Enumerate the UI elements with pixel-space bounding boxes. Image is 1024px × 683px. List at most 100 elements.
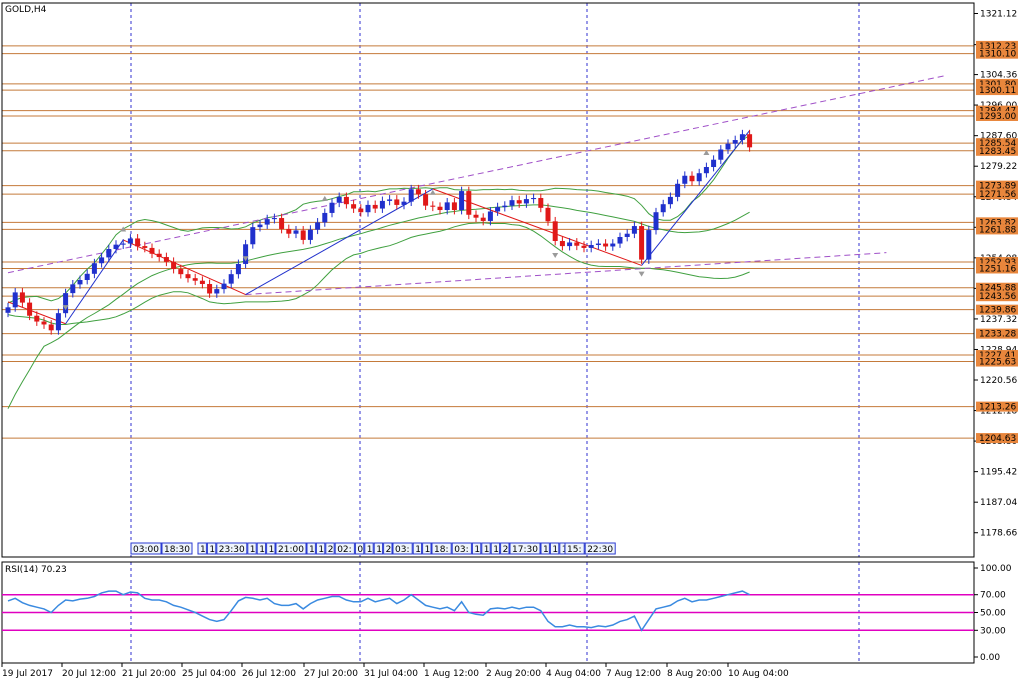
level-label-bg-20 xyxy=(976,401,1018,412)
annotation-text-15: 1 xyxy=(376,545,382,555)
candle-body-69 xyxy=(502,205,508,208)
level-label-bg-1 xyxy=(976,48,1018,59)
level-label-bg-21 xyxy=(976,433,1018,444)
price-tick-label-2: 1304.36 xyxy=(980,71,1017,81)
level-label-14: 1245.88 xyxy=(979,284,1016,294)
level-label-bg-19 xyxy=(976,356,1018,367)
annotation-text-25: 2 xyxy=(503,545,509,555)
candle-body-86 xyxy=(624,233,630,237)
candle-body-0 xyxy=(5,307,11,313)
bollinger-bands xyxy=(7,135,750,409)
annotation-text-21: 03: xyxy=(454,545,468,555)
candle-body-49 xyxy=(358,208,364,213)
annotation-text-1: 18:30 xyxy=(164,545,190,555)
level-label-bg-12 xyxy=(976,257,1018,268)
annotation-box-6 xyxy=(256,542,267,555)
annotation-box-5 xyxy=(247,542,257,555)
level-label-bg-11 xyxy=(976,224,1018,235)
rsi-tick-label-4: 0.00 xyxy=(980,653,1000,663)
annotation-text-30: 1 xyxy=(543,545,549,555)
candle-body-52 xyxy=(379,200,385,209)
annotation-box-30 xyxy=(540,542,550,555)
candle-body-62 xyxy=(451,202,457,211)
level-label-bg-14 xyxy=(976,282,1018,293)
candle-body-13 xyxy=(99,257,105,264)
annotation-text-24: 1 xyxy=(493,545,499,555)
annotation-box-34 xyxy=(584,542,616,555)
candle-body-27 xyxy=(199,280,205,285)
annotation-text-4: 23:30 xyxy=(219,545,245,555)
annotation-box-18 xyxy=(412,542,423,555)
fractal-up-0 xyxy=(120,226,127,232)
level-label-bg-7 xyxy=(976,145,1018,156)
level-label-bg-2 xyxy=(976,78,1018,89)
annotation-text-23: 1 xyxy=(484,545,490,555)
annotation-box-12 xyxy=(334,542,355,555)
annotation-box-1 xyxy=(161,542,193,555)
price-tick-label-12: 1220.56 xyxy=(980,376,1017,386)
channel-lower xyxy=(245,252,887,296)
level-label-5: 1293.00 xyxy=(979,112,1016,122)
annotation-box-21 xyxy=(451,542,472,555)
candle-body-35 xyxy=(257,224,263,228)
candle-body-47 xyxy=(343,196,349,205)
candle-body-6 xyxy=(48,324,54,331)
level-label-bg-18 xyxy=(976,350,1018,361)
candle-body-90 xyxy=(653,212,659,231)
annotation-box-10 xyxy=(315,542,326,555)
candle-body-85 xyxy=(617,236,623,244)
candle-body-92 xyxy=(667,196,673,205)
time-label-1: 20 Jul 12:00 xyxy=(62,669,116,679)
candle-body-44 xyxy=(322,212,328,223)
candle-body-39 xyxy=(286,228,292,234)
level-label-17: 1233.28 xyxy=(979,330,1016,340)
annotation-text-6: 1 xyxy=(259,545,265,555)
candle-body-5 xyxy=(41,321,47,325)
candle-body-78 xyxy=(567,242,573,247)
annotation-text-18: 1 xyxy=(415,545,421,555)
annotation-text-11: 2 xyxy=(328,545,334,555)
band-upper xyxy=(7,135,750,304)
candle-body-58 xyxy=(423,194,429,206)
candle-body-28 xyxy=(207,284,213,294)
annotation-text-22: 1 xyxy=(474,545,480,555)
annotation-box-9 xyxy=(306,542,316,555)
level-label-7: 1283.45 xyxy=(979,147,1016,157)
level-label-19: 1225.63 xyxy=(979,358,1016,368)
candle-body-9 xyxy=(70,284,76,294)
candle-body-100 xyxy=(725,143,731,150)
candle-body-54 xyxy=(394,199,400,205)
time-annotations: 03:00 18:30 1 1 23:30 1 1 1 21:00 1 1 2 02: 0 1 1 2 03: 1 1… xyxy=(130,542,616,555)
fractal-up-5 xyxy=(321,195,328,201)
candle-body-79 xyxy=(574,242,580,246)
annotation-text-10: 1 xyxy=(318,545,324,555)
annotation-box-29 xyxy=(509,542,541,555)
level-label-bg-17 xyxy=(976,328,1018,339)
candle-body-30 xyxy=(221,283,227,290)
level-label-bg-9 xyxy=(976,189,1018,200)
price-tick-label-0: 1321.12 xyxy=(980,9,1017,19)
candle-body-99 xyxy=(718,149,724,160)
annotation-text-5: 1 xyxy=(250,545,256,555)
annotation-box-11 xyxy=(325,542,335,555)
candle-body-15 xyxy=(113,244,119,250)
candle-body-32 xyxy=(235,263,241,275)
level-label-bg-13 xyxy=(976,263,1018,274)
time-label-8: 2 Aug 20:00 xyxy=(486,669,541,679)
annotation-box-7 xyxy=(266,542,276,555)
candle-body-25 xyxy=(185,274,191,279)
candle-body-88 xyxy=(639,226,645,260)
level-label-bg-0 xyxy=(976,40,1018,51)
annotation-box-14 xyxy=(364,542,374,555)
price-tick-label-16: 1187.04 xyxy=(980,498,1017,508)
candle-body-81 xyxy=(588,245,594,248)
fractal-down-1 xyxy=(242,256,249,262)
level-label-bg-15 xyxy=(976,291,1018,302)
candle-body-97 xyxy=(703,167,709,174)
candle-body-55 xyxy=(401,201,407,205)
annotation-text-3: 1 xyxy=(209,545,215,555)
annotation-box-23 xyxy=(481,542,491,555)
candle-body-96 xyxy=(696,173,702,182)
candle-body-103 xyxy=(747,134,753,148)
